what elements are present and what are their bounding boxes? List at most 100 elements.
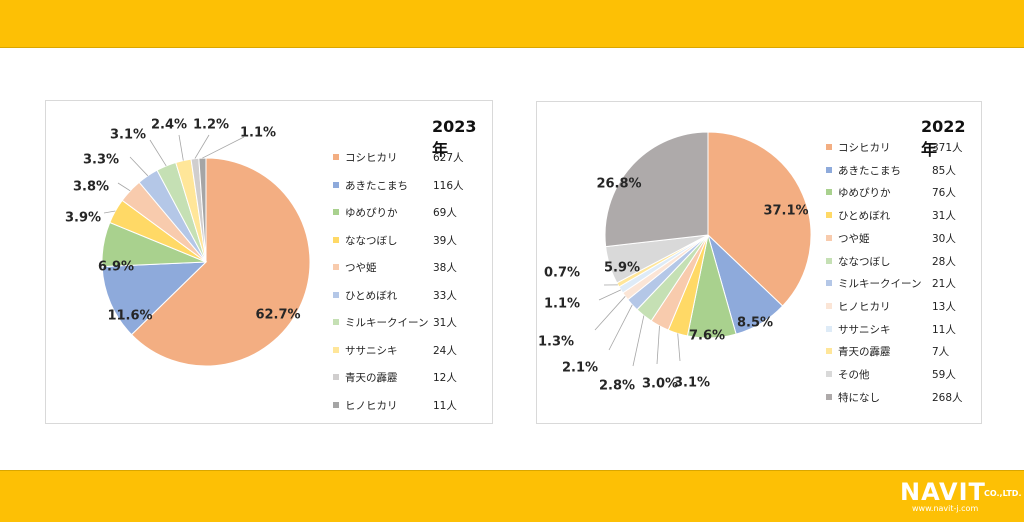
data-label-1: 37.1%: [763, 204, 808, 219]
data-label-8: 2.4%: [151, 118, 187, 133]
data-label-7: 2.1%: [562, 361, 598, 376]
legend-count: 38人: [433, 260, 457, 275]
legend-label: ひとめぼれ: [838, 208, 890, 223]
legend-label: コシヒカリ: [345, 150, 398, 165]
legend-count: 28人: [932, 254, 956, 269]
data-label-5: 3.0%: [642, 377, 678, 392]
legend-count: 59人: [932, 367, 956, 382]
leader-line-6: [130, 157, 148, 176]
legend-label: 特になし: [838, 390, 880, 405]
legend-count: 24人: [433, 343, 457, 358]
legend-label: ななつぼし: [838, 254, 891, 269]
data-label-4: 3.1%: [674, 376, 710, 391]
leader-line-4: [678, 333, 680, 361]
leader-line-8: [595, 296, 625, 330]
leader-line-8: [179, 135, 183, 161]
data-label-10: 0.7%: [544, 266, 580, 281]
legend-label: ササニシキ: [345, 343, 398, 358]
legend-label: 青天の霹靂: [345, 370, 398, 385]
legend-swatch: [333, 402, 339, 408]
legend-swatch: [826, 280, 832, 286]
legend-label: ゆめぴりか: [345, 205, 398, 220]
legend-swatch: [826, 303, 832, 309]
navit-logo: NAVIT CO.,LTD. www.navit-j.com: [900, 478, 1018, 514]
legend-count: 31人: [932, 208, 956, 223]
legend-label: ササニシキ: [838, 322, 891, 337]
legend-label: あきたこまち: [345, 178, 408, 193]
legend-swatch: [826, 144, 832, 150]
legend-count: 13人: [932, 299, 956, 314]
logo-company-suffix: CO.,LTD.: [984, 489, 1021, 498]
legend-swatch: [333, 209, 339, 215]
data-label-5: 3.8%: [73, 180, 109, 195]
data-label-9: 1.1%: [544, 297, 580, 312]
legend-count: 11人: [932, 322, 956, 337]
logo-main-text: NAVIT: [900, 478, 986, 506]
legend-count: 7人: [932, 344, 949, 359]
leader-line-10: [202, 137, 244, 158]
legend-label: ヒノヒカリ: [345, 398, 398, 413]
leader-line-7: [609, 305, 632, 350]
data-label-8: 1.3%: [538, 335, 574, 350]
legend-label: ミルキークイーン: [345, 315, 428, 330]
legend-swatch: [333, 264, 339, 270]
legend-swatch: [333, 374, 339, 380]
legend-swatch: [826, 371, 832, 377]
legend-count: 12人: [433, 370, 457, 385]
legend-count: 371人: [932, 140, 963, 155]
legend-swatch: [826, 258, 832, 264]
legend-count: 69人: [433, 205, 457, 220]
data-label-1: 62.7%: [255, 308, 300, 323]
data-label-3: 7.6%: [689, 329, 725, 344]
data-label-9: 1.2%: [193, 118, 229, 133]
data-label-12: 26.8%: [596, 177, 641, 192]
legend-count: 268人: [932, 390, 963, 405]
leader-line-9: [599, 290, 621, 300]
legend-swatch: [826, 348, 832, 354]
legend-count: 116人: [433, 178, 464, 193]
legend-swatch: [826, 167, 832, 173]
legend-swatch: [826, 235, 832, 241]
legend-swatch: [826, 189, 832, 195]
legend-label: つや姫: [838, 231, 870, 246]
legend-count: 76人: [932, 185, 956, 200]
legend-label: その他: [838, 367, 870, 382]
legend-count: 21人: [932, 276, 956, 291]
leader-line-5: [657, 326, 660, 364]
leader-line-9: [195, 135, 209, 159]
chart-panel-2022: 37.1% 8.5% 7.6% 3.1%3.0% 2.8%2.1% 1.3% 1.1% 0.7…: [536, 101, 982, 424]
leader-line-4: [104, 211, 115, 213]
top-banner: [0, 0, 1024, 48]
legend-label: ミルキークイーン: [838, 276, 921, 291]
legend-swatch: [333, 154, 339, 160]
legend-label: ひとめぼれ: [345, 288, 397, 303]
legend-swatch: [826, 212, 832, 218]
leader-line-6: [633, 316, 644, 366]
data-label-7: 3.1%: [110, 128, 146, 143]
legend-label: 青天の霹靂: [838, 344, 891, 359]
legend-count: 627人: [433, 150, 464, 165]
legend-swatch: [826, 394, 832, 400]
legend-label: つや姫: [345, 260, 377, 275]
chart-panel-2023: 62.7%11.6%6.9%3.9%3.8%3.3%3.1%2.4%1.2%1.…: [45, 100, 493, 424]
legend-swatch: [333, 347, 339, 353]
legend-swatch: [826, 326, 832, 332]
legend-count: 11人: [433, 398, 457, 413]
data-label-2: 8.5%: [737, 316, 773, 331]
legend-count: 39人: [433, 233, 457, 248]
data-label-2: 11.6%: [107, 309, 152, 324]
data-label-3: 6.9%: [98, 260, 134, 275]
legend-count: 31人: [433, 315, 457, 330]
logo-url: www.navit-j.com: [912, 504, 978, 513]
legend-2023: コシヒカリ 627人あきたこまち 116人ゆめぴりか 69人ななつぼし 39人つや姫 38…: [333, 150, 483, 410]
legend-swatch: [333, 237, 339, 243]
bottom-banner: [0, 470, 1024, 522]
legend-label: コシヒカリ: [838, 140, 891, 155]
legend-count: 33人: [433, 288, 457, 303]
data-label-6: 2.8%: [599, 379, 635, 394]
data-label-11: 5.9%: [604, 261, 640, 276]
leader-line-5: [118, 183, 130, 191]
legend-label: ななつぼし: [345, 233, 398, 248]
legend-swatch: [333, 182, 339, 188]
data-label-6: 3.3%: [83, 153, 119, 168]
